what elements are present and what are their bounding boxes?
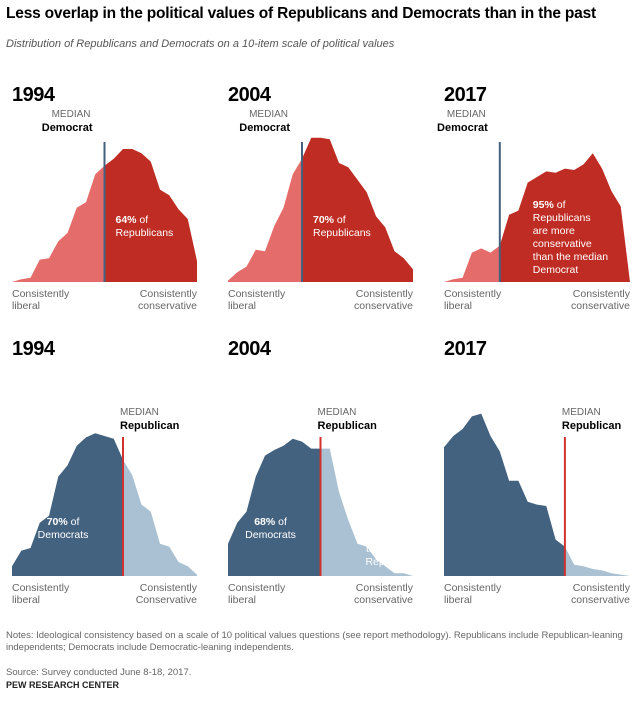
- panel-republicans-1994: 1994 MEDIAN Democrat 64% of Republicans Consi…: [12, 84, 198, 312]
- axis-label-right: Consistently Conservative: [136, 582, 198, 606]
- annotation-line: conservative: [533, 238, 592, 250]
- share-annotation: 68% of Democrats: [245, 516, 296, 541]
- annotation-line: liberal than: [367, 530, 419, 542]
- organization-credit: PEW RESEARCH CENTER: [6, 680, 120, 690]
- annotation-line: than the median: [533, 251, 608, 263]
- year-label: 1994: [12, 338, 56, 360]
- year-label: 2004: [228, 84, 272, 106]
- axis-label-right: Consistently conservative: [354, 582, 414, 606]
- axis-label-left: Consistently liberal: [444, 288, 502, 312]
- share-annotation: 70% of Republicans: [313, 214, 371, 239]
- annotation-line: of: [137, 214, 149, 226]
- share-annotation: 95% of Republicans are more conservative tha…: [533, 199, 608, 276]
- annotation-line: Republicans: [116, 227, 174, 239]
- area-more-conservative-than-median: [123, 459, 197, 576]
- share-percent: 64%: [116, 214, 138, 226]
- annotation-line: Democrats: [38, 529, 89, 541]
- axis-label-right: Consistently conservative: [571, 582, 631, 606]
- area-more-conservative-than-median: [320, 448, 413, 576]
- area-more-conservative-than-median: [564, 546, 630, 576]
- panel-democrats-2004: 2004 MEDIAN Republican 68% of Democrats Consi…: [228, 338, 414, 606]
- median-label: MEDIAN: [318, 407, 357, 418]
- notes: Notes: Ideological consistency based on …: [6, 630, 623, 653]
- area-more-liberal-than-median: [12, 433, 123, 576]
- area-more-conservative-than-median: [302, 137, 413, 282]
- axis-label-left: Consistently liberal: [228, 288, 286, 312]
- axis-label-left: Consistently liberal: [12, 582, 70, 606]
- year-label: 1994: [12, 84, 56, 106]
- annotation-line: Democrats: [367, 504, 418, 516]
- annotation-line: the median: [366, 543, 418, 555]
- median-group-label: Democrat: [42, 122, 93, 134]
- annotation-line: Republican: [365, 556, 418, 568]
- area-more-conservative-than-median: [499, 153, 630, 282]
- annotation-line: of: [554, 199, 566, 211]
- annotation-line: are more: [376, 517, 418, 529]
- year-label: 2017: [444, 84, 487, 106]
- annotation-line: Democrat: [533, 264, 579, 276]
- area-less-conservative-than-median: [12, 165, 105, 282]
- share-percent: 70%: [313, 214, 335, 226]
- annotation-line: of: [334, 214, 346, 226]
- area-more-liberal-than-median: [228, 438, 321, 576]
- panel-democrats-1994: 1994 MEDIAN Republican 70% of Democrats Consi…: [12, 338, 198, 606]
- share-annotation: 97% of Democrats are more liberal than the m…: [365, 491, 418, 568]
- annotation-line: of: [275, 516, 287, 528]
- share-percent: 97%: [385, 491, 407, 503]
- share-percent: 70%: [47, 516, 69, 528]
- median-group-label: Republican: [120, 420, 180, 432]
- annotation-line: Republicans: [533, 212, 591, 224]
- area-more-conservative-than-median: [104, 149, 197, 282]
- area-more-liberal-than-median: [444, 413, 565, 576]
- axis-label-right: Consistently conservative: [571, 288, 631, 312]
- area-less-conservative-than-median: [228, 158, 302, 282]
- annotation-line: of: [406, 491, 418, 503]
- median-group-label: Republican: [318, 420, 378, 432]
- share-annotation: 64% of Republicans: [116, 214, 174, 239]
- annotation-line: of: [68, 516, 80, 528]
- panel-republicans-2004: 2004 MEDIAN Democrat 70% of Republicans Consi…: [228, 84, 414, 312]
- median-group-label: Republican: [562, 420, 622, 432]
- share-percent: 68%: [254, 516, 276, 528]
- median-group-label: Democrat: [239, 122, 290, 134]
- axis-label-left: Consistently liberal: [12, 288, 70, 312]
- axis-label-left: Consistently liberal: [228, 582, 286, 606]
- source: Source: Survey conducted June 8-18, 2017…: [6, 667, 192, 678]
- median-group-label: Democrat: [437, 122, 488, 134]
- median-label: MEDIAN: [447, 109, 486, 120]
- annotation-line: are more: [533, 225, 575, 237]
- year-label: 2004: [228, 338, 272, 360]
- axis-label-right: Consistently conservative: [354, 288, 414, 312]
- share-percent: 95%: [533, 199, 555, 211]
- median-label: MEDIAN: [249, 109, 288, 120]
- annotation-line: Democrats: [245, 529, 296, 541]
- year-label: 2017: [444, 338, 487, 360]
- axis-label-right: Consistently conservative: [138, 288, 198, 312]
- median-label: MEDIAN: [120, 407, 159, 418]
- median-label: MEDIAN: [562, 407, 601, 418]
- chart-title: Less overlap in the political values of …: [6, 5, 596, 22]
- annotation-line: Republicans: [313, 227, 371, 239]
- axis-label-left: Consistently liberal: [444, 582, 502, 606]
- area-less-conservative-than-median: [444, 245, 500, 282]
- share-annotation: 70% of Democrats: [38, 516, 89, 541]
- median-label: MEDIAN: [52, 109, 91, 120]
- chart-subtitle: Distribution of Republicans and Democrat…: [6, 38, 395, 50]
